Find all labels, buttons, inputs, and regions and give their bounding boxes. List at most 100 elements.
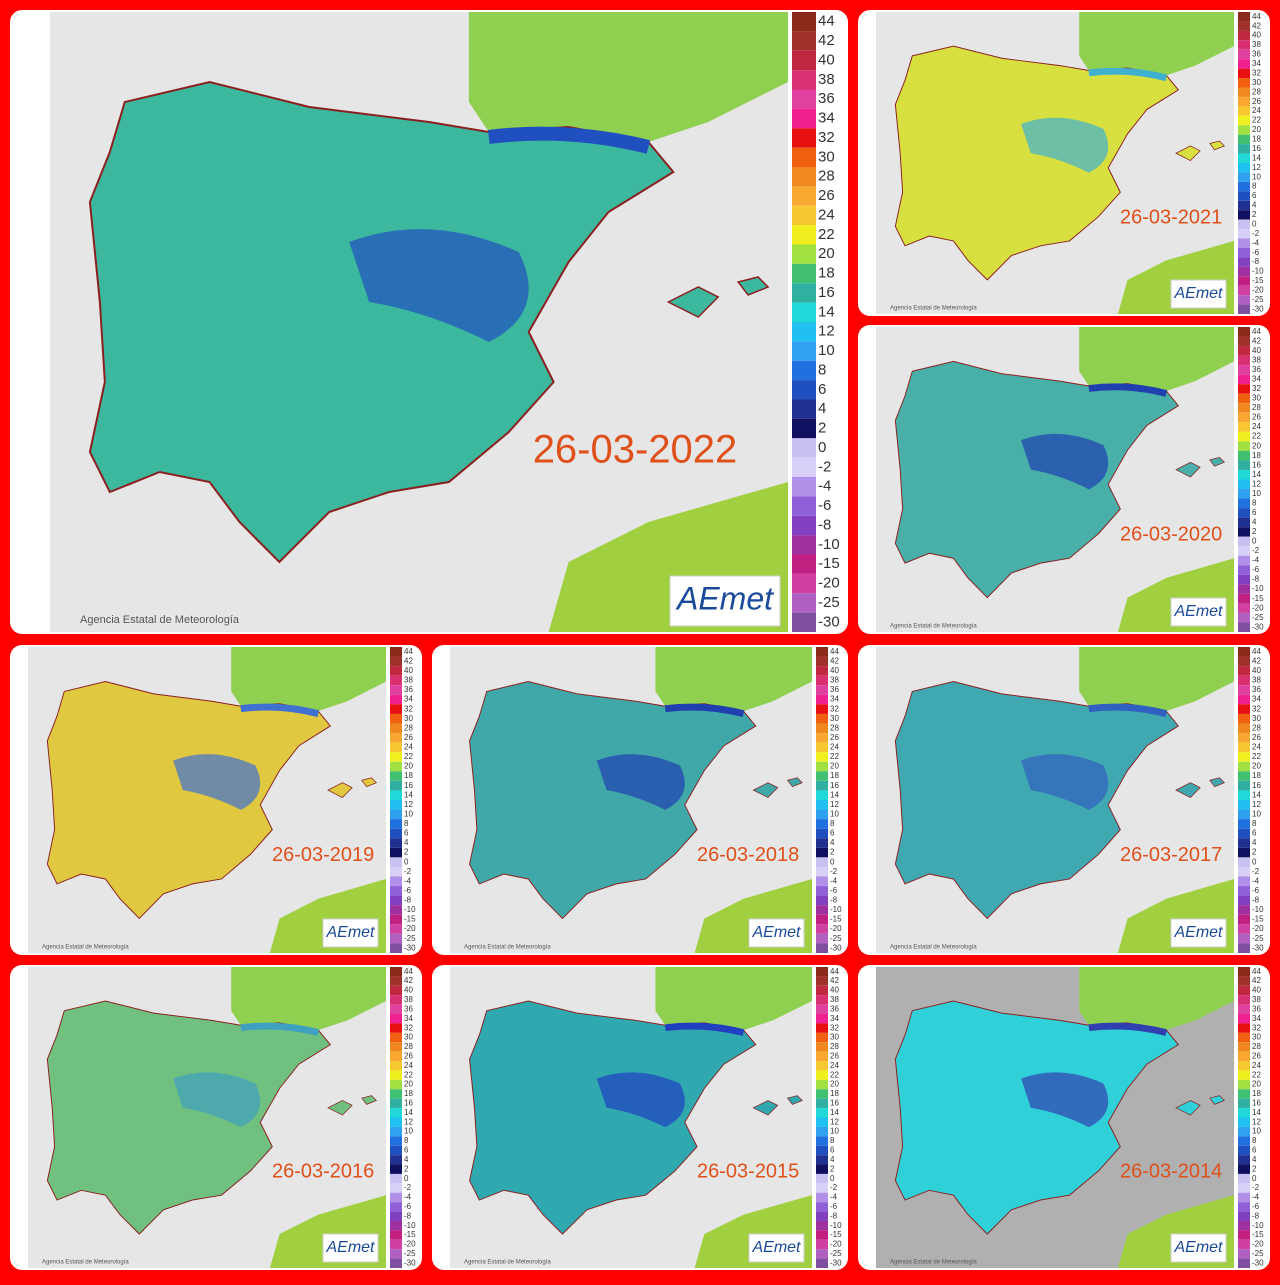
legend-tick: -20 xyxy=(404,924,416,933)
legend-tick: 28 xyxy=(830,1042,839,1051)
legend-tick: -30 xyxy=(1252,1258,1264,1267)
legend-tick: -8 xyxy=(830,1211,838,1220)
legend-swatch xyxy=(1238,603,1250,613)
logo-box xyxy=(1170,279,1227,309)
legend-tick: 38 xyxy=(1252,40,1261,49)
legend-swatch xyxy=(1238,1051,1250,1062)
legend-tick: 42 xyxy=(830,976,839,985)
legend-swatch xyxy=(390,1136,402,1146)
legend-tick: 18 xyxy=(1252,1089,1261,1098)
legend-swatch xyxy=(1238,327,1250,337)
logo: AEmet xyxy=(675,580,774,616)
legend-tick: 16 xyxy=(1252,781,1261,790)
legend-tick: 14 xyxy=(1252,790,1261,799)
legend-swatch xyxy=(390,1070,402,1080)
legend-tick: 42 xyxy=(1252,21,1261,30)
logo: AEmet xyxy=(751,1239,801,1256)
legend-swatch xyxy=(1238,210,1250,220)
legend-swatch xyxy=(1238,1126,1250,1137)
legend-tick: 22 xyxy=(404,752,413,761)
legend-tick: 14 xyxy=(830,790,839,799)
legend-tick: 10 xyxy=(818,342,835,359)
legend-swatch xyxy=(1238,1145,1250,1156)
legend-tick: 18 xyxy=(404,771,413,780)
legend-swatch xyxy=(1238,555,1250,566)
legend-swatch xyxy=(792,380,816,400)
legend-swatch xyxy=(390,895,402,906)
legend-swatch xyxy=(816,647,828,657)
legend-swatch xyxy=(390,656,402,667)
legend-swatch xyxy=(1238,68,1250,79)
legend-swatch xyxy=(1238,247,1250,258)
legend-tick: -8 xyxy=(1252,575,1260,584)
legend-tick: 36 xyxy=(830,1004,839,1013)
legend-tick: 38 xyxy=(830,995,839,1004)
legend-swatch xyxy=(1238,905,1250,915)
date-label: 26-03-2015 xyxy=(697,1161,799,1183)
legend-swatch xyxy=(390,1164,402,1174)
legend-swatch xyxy=(816,1145,828,1156)
legend-tick: 12 xyxy=(1252,479,1261,488)
legend-swatch xyxy=(816,819,828,829)
legend-swatch xyxy=(1238,336,1250,347)
legend-swatch xyxy=(1238,285,1250,296)
legend-tick: -8 xyxy=(404,1211,412,1220)
legend-tick: 24 xyxy=(1252,422,1261,431)
legend-swatch xyxy=(1238,886,1250,896)
legend-tick: 40 xyxy=(830,986,839,995)
legend-tick: 4 xyxy=(830,838,835,847)
legend-tick: 34 xyxy=(830,695,839,704)
legend-tick: 34 xyxy=(404,695,413,704)
map xyxy=(50,12,788,632)
legend-tick: -30 xyxy=(404,1258,416,1267)
legend-swatch xyxy=(792,244,816,264)
legend-tick: 14 xyxy=(830,1108,839,1117)
legend-swatch xyxy=(792,535,816,555)
legend-swatch xyxy=(1238,933,1250,944)
legend-swatch xyxy=(1238,355,1250,366)
legend-tick: 2 xyxy=(1252,527,1257,536)
legend-swatch xyxy=(1238,761,1250,772)
legend-tick: 42 xyxy=(404,656,413,665)
credit: Agencia Estatal de Meteorología xyxy=(42,1260,129,1266)
legend-swatch xyxy=(390,647,402,657)
map xyxy=(28,647,386,953)
legend-tick: -2 xyxy=(818,458,831,475)
legend-swatch xyxy=(816,733,828,743)
legend-swatch xyxy=(390,1220,402,1231)
legend-swatch xyxy=(816,1004,828,1015)
island xyxy=(752,1100,779,1116)
legend-tick: 32 xyxy=(818,129,835,146)
legend-swatch xyxy=(1238,1164,1250,1174)
legend-swatch xyxy=(816,1249,828,1259)
legend-swatch xyxy=(1238,780,1250,791)
map-panel: 4442403836343230282624222018161412108642… xyxy=(432,965,848,1270)
legend-swatch xyxy=(816,752,828,762)
legend-tick: -25 xyxy=(1252,1249,1264,1258)
legend-tick: -15 xyxy=(1252,915,1264,924)
legend-swatch xyxy=(390,914,402,925)
legend-tick: 28 xyxy=(1252,723,1261,732)
legend-tick: 18 xyxy=(1252,135,1261,144)
legend-tick: 32 xyxy=(1252,1023,1261,1032)
legend-swatch xyxy=(1238,828,1250,839)
legend-tick: 6 xyxy=(404,1146,409,1155)
legend-swatch xyxy=(1238,21,1250,31)
legend-tick: -15 xyxy=(404,1230,416,1239)
legend-tick: 26 xyxy=(830,733,839,742)
legend-swatch xyxy=(1238,790,1250,800)
legend-tick: -25 xyxy=(1252,295,1264,304)
legend-tick: 18 xyxy=(404,1089,413,1098)
legend-tick: -6 xyxy=(404,886,412,895)
cold-area xyxy=(349,229,529,342)
legend-swatch xyxy=(390,1023,402,1033)
map xyxy=(28,967,386,1268)
legend-swatch xyxy=(816,1202,828,1212)
legend-tick: 24 xyxy=(404,1061,413,1070)
legend-swatch xyxy=(1238,752,1250,762)
legend-tick: 22 xyxy=(818,226,835,243)
legend-swatch xyxy=(1238,1032,1250,1043)
legend-tick: 42 xyxy=(1252,656,1261,665)
pyrenees xyxy=(664,1022,745,1036)
legend-swatch xyxy=(390,995,402,1005)
